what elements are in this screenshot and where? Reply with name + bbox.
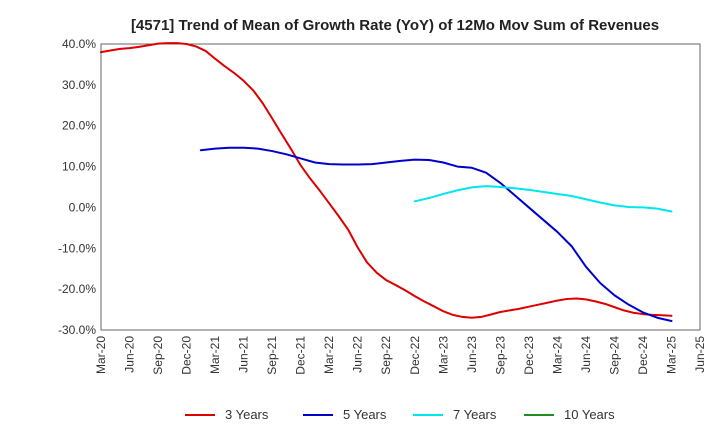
x-tick-label: Sep-21	[265, 336, 279, 375]
x-tick-label: Dec-22	[408, 336, 422, 375]
y-tick-label: 40.0%	[62, 37, 96, 51]
series-line-7-years	[413, 185, 673, 213]
y-tick-label: -20.0%	[58, 282, 96, 296]
y-tick-label: 10.0%	[62, 160, 96, 174]
x-tick-label: Dec-23	[522, 336, 536, 375]
axes: 40.0% 30.0% 20.0% 10.0% 0.0% -10.0% -20.0% -30.…	[58, 37, 707, 375]
chart-title: [4571] Trend of Mean of Growth Rate (YoY…	[131, 17, 659, 34]
x-tick-label: Dec-24	[636, 336, 650, 375]
legend-label-5-years: 5 Years	[343, 407, 387, 422]
x-tick-label: Sep-20	[151, 336, 165, 375]
legend-label-3-years: 3 Years	[225, 407, 269, 422]
x-tick-label: Jun-25	[693, 336, 707, 373]
x-tick-label: Mar-25	[664, 336, 678, 374]
y-tick-label: -10.0%	[58, 241, 96, 255]
y-tick-label: 0.0%	[69, 200, 97, 214]
x-tick-label: Dec-20	[180, 336, 194, 375]
x-tick-label: Dec-21	[294, 336, 308, 375]
x-tick-label: Mar-23	[436, 336, 450, 374]
series-line-3-years	[100, 42, 673, 319]
x-tick-label: Mar-24	[550, 336, 564, 374]
series-line-5-years	[199, 146, 673, 323]
x-tick-label: Mar-22	[322, 336, 336, 374]
series-lines	[100, 42, 673, 323]
x-tick-label: Sep-23	[493, 336, 507, 375]
legend: 3 Years 5 Years 7 Years 10 Years	[185, 407, 615, 422]
y-tick-label: -30.0%	[58, 323, 96, 337]
y-tick-label: 30.0%	[62, 78, 96, 92]
x-tick-label: Jun-22	[351, 336, 365, 373]
legend-label-7-years: 7 Years	[453, 407, 497, 422]
x-tick-label: Mar-21	[208, 336, 222, 374]
x-tick-label: Jun-24	[579, 336, 593, 373]
x-tick-label: Jun-21	[237, 336, 251, 373]
x-tick-label: Jun-20	[123, 336, 137, 373]
y-tick-label: 20.0%	[62, 119, 96, 133]
x-tick-label: Mar-20	[94, 336, 108, 374]
x-tick-label: Jun-23	[465, 336, 479, 373]
legend-label-10-years: 10 Years	[564, 407, 615, 422]
x-tick-label: Sep-22	[379, 336, 393, 375]
x-tick-label: Sep-24	[607, 336, 621, 375]
